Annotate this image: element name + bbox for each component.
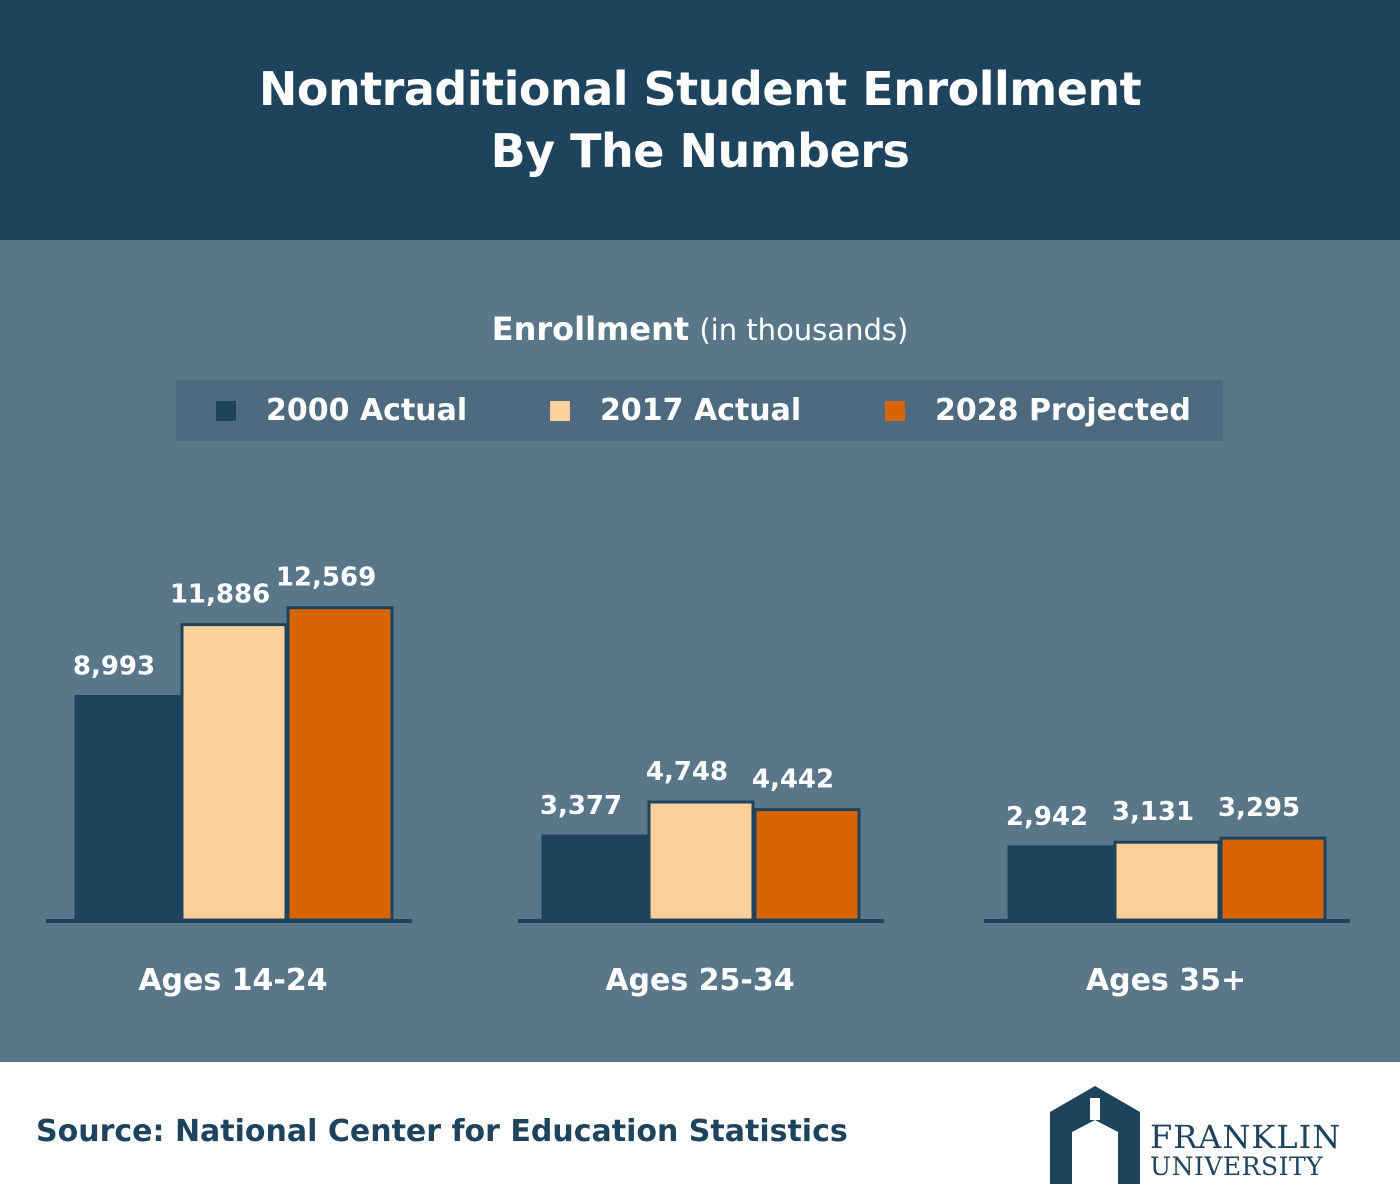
data-label: 3,295 [1218, 793, 1300, 823]
category-label: Ages 35+ [1086, 963, 1246, 998]
footer: Source: National Center for Education St… [0, 1062, 1400, 1202]
legend: 2000 Actual 2017 Actual 2028 Projected [176, 380, 1223, 441]
legend-label-2028: 2028 Projected [935, 393, 1191, 428]
chart-title-main: Enrollment [491, 310, 690, 348]
logo-text-franklin: FRANKLIN [1150, 1118, 1342, 1156]
bar [286, 606, 394, 922]
bar [1219, 836, 1327, 922]
bar [753, 808, 861, 922]
bar [1113, 840, 1221, 922]
title-line-2: By The Numbers [490, 124, 910, 178]
legend-item-2000: 2000 Actual [216, 380, 467, 441]
data-label: 3,131 [1112, 797, 1194, 827]
page-title: Nontraditional Student Enrollment By The… [258, 58, 1142, 182]
header-banner: Nontraditional Student Enrollment By The… [0, 0, 1400, 240]
category-label: Ages 25-34 [605, 963, 794, 998]
data-label: 8,993 [73, 652, 155, 682]
chart-panel: Enrollment (in thousands) 2000 Actual 20… [0, 240, 1400, 1062]
legend-swatch-2017 [550, 400, 570, 421]
bar [74, 695, 182, 922]
data-label: 11,886 [170, 580, 270, 610]
legend-item-2028: 2028 Projected [885, 380, 1191, 441]
legend-swatch-2000 [216, 400, 236, 421]
bar [1007, 845, 1115, 922]
bar [541, 834, 649, 922]
franklin-arch-icon [1050, 1086, 1140, 1184]
data-label: 3,377 [540, 791, 622, 821]
source-note: Source: National Center for Education St… [36, 1114, 848, 1149]
legend-label-2017: 2017 Actual [600, 393, 802, 428]
franklin-university-logo: FRANKLIN UNIVERSITY [1050, 1084, 1370, 1184]
title-line-1: Nontraditional Student Enrollment [258, 62, 1142, 116]
data-label: 12,569 [276, 563, 376, 593]
category-label: Ages 14-24 [138, 963, 327, 998]
data-label: 4,442 [752, 765, 834, 795]
logo-text-university: UNIVERSITY [1150, 1152, 1324, 1181]
bar [647, 800, 755, 922]
data-label: 2,942 [1006, 802, 1088, 832]
legend-label-2000: 2000 Actual [266, 393, 468, 428]
data-label: 4,748 [646, 757, 728, 787]
bar [180, 623, 288, 922]
chart-title: Enrollment (in thousands) [0, 310, 1400, 348]
legend-swatch-2028 [885, 400, 905, 421]
legend-item-2017: 2017 Actual [550, 380, 801, 441]
chart-title-note: (in thousands) [699, 313, 909, 347]
